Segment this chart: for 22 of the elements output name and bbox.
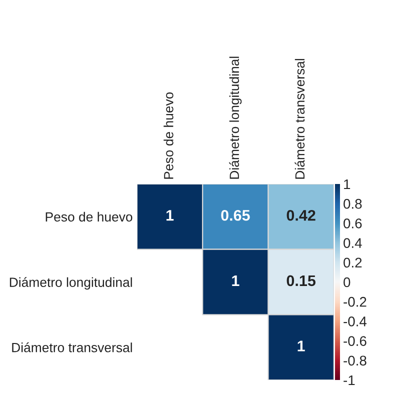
data-label: 0.15	[286, 275, 316, 286]
color-bar-label: -0.8	[344, 356, 366, 366]
data-label: 0.65	[221, 210, 250, 221]
color-bar-label: -0.4	[344, 316, 367, 326]
color-bar-label: -0.2	[344, 296, 366, 307]
data-label: 1	[298, 340, 305, 352]
data-label: 1	[232, 275, 240, 286]
data-label: 0.42	[286, 210, 316, 221]
x-tick-label: Diámetro transversal	[294, 58, 305, 179]
color-bar-label: -0.6	[344, 336, 366, 346]
color-bar-label: 0	[344, 277, 350, 288]
y-tick-label: Peso de huevo	[46, 212, 132, 222]
color-bar-label: 0.2	[344, 258, 362, 268]
color-bar-label: 0.6	[344, 218, 362, 228]
color-bar-label: 0.8	[344, 198, 362, 209]
color-bar-label: 0.4	[344, 238, 362, 248]
y-tick-label: Diámetro longitudinal	[10, 277, 132, 290]
color-bar-label: -1	[344, 375, 355, 386]
color-bar-label: 1	[344, 179, 350, 190]
y-tick-label: Diámetro transversal	[12, 342, 132, 352]
data-label: 1	[166, 210, 174, 221]
x-tick-label: Diámetro longitudinal	[229, 56, 242, 179]
